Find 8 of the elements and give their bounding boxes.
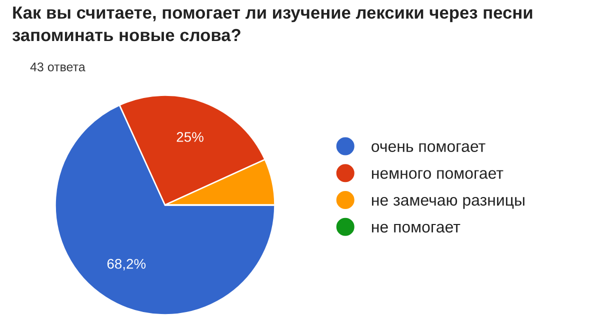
legend-label: очень помогает — [372, 143, 486, 152]
chart-title: Как вы считаете, помогает ли изучение лексики через песни запоминать новые слова? — [12, 6, 532, 42]
data-label: 25% — [176, 132, 204, 142]
text: 43 ответа — [30, 62, 86, 72]
legend-label: не помогает — [372, 224, 460, 233]
legend-label: немного помогает — [372, 170, 504, 179]
legend-label: не замечаю разницы — [372, 196, 524, 209]
data-label: 68,2% — [107, 258, 146, 270]
